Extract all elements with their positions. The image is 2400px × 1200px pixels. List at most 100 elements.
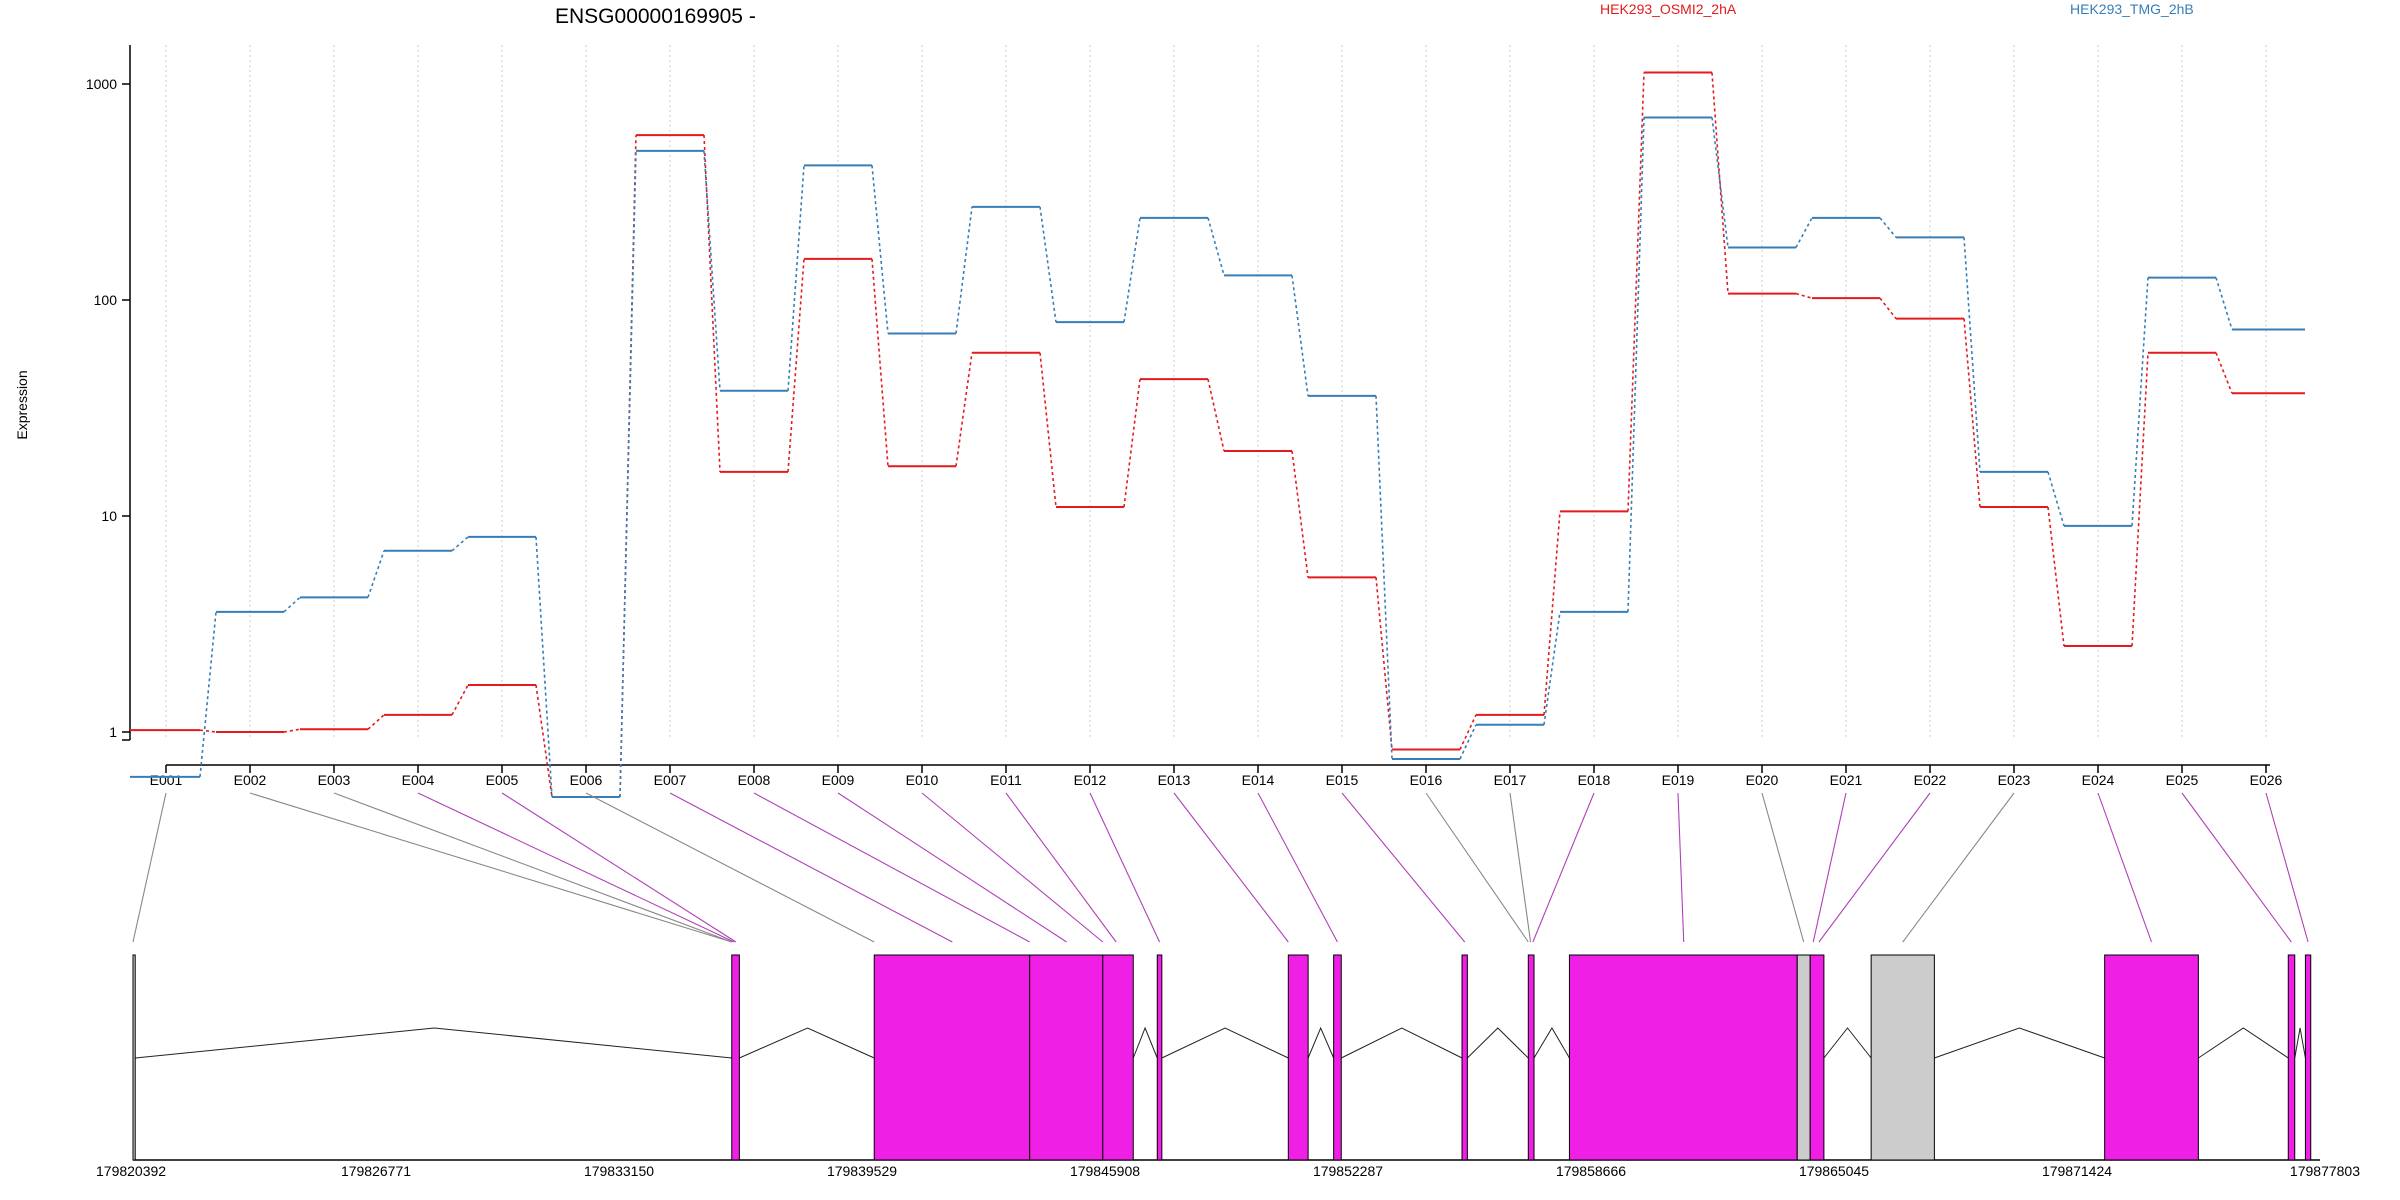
link-e018 — [1532, 792, 1595, 943]
exon-block-8 — [1333, 954, 1342, 1161]
series-1-connector-15 — [1375, 577, 1393, 750]
link-e014 — [1257, 792, 1338, 943]
link-e011 — [1005, 792, 1117, 943]
coordinate-label-3: 179833150 — [584, 1163, 654, 1179]
link-e026 — [2265, 792, 2309, 943]
exon-link-layer — [132, 792, 2309, 943]
link-e024 — [2097, 792, 2153, 943]
link-e015 — [1341, 792, 1466, 943]
series-2-connector-11 — [1039, 206, 1057, 323]
y-tick-label-1000: 1000 — [86, 76, 117, 92]
exon-block-5 — [1102, 954, 1134, 1161]
series-1-connector-24 — [2131, 352, 2149, 647]
exon-block-4 — [1029, 954, 1104, 1161]
x-tick-label-e005: E005 — [486, 772, 519, 788]
link-e005 — [501, 792, 737, 943]
axis-layer: 1 10 100 1000 E001 E002 E003 E004 E005 E006 E007 E0… — [86, 45, 2283, 788]
series-2-connector-1 — [199, 611, 217, 777]
exon-block-15 — [2104, 954, 2199, 1161]
x-tick-label-e009: E009 — [822, 772, 855, 788]
series-2-connector-4 — [451, 536, 469, 552]
link-e012 — [1089, 792, 1161, 943]
series-1-connector-5 — [535, 684, 553, 798]
link-e007 — [669, 792, 953, 943]
series-1-connector-9 — [871, 258, 889, 467]
link-e022 — [1818, 792, 1931, 943]
coordinate-label-9: 179871424 — [2042, 1163, 2112, 1179]
series-1-connector-4 — [451, 684, 469, 716]
series-2-connector-6 — [619, 150, 637, 798]
series-2-connector-5 — [535, 536, 553, 798]
exon-block-14 — [1870, 954, 1935, 1161]
link-e009 — [837, 792, 1067, 943]
intron-6 — [1341, 1027, 1463, 1059]
label-layer: ENSG00000169905 - HEK293_OSMI2_2hA HEK29… — [14, 1, 2194, 440]
intron-12 — [2294, 1027, 2306, 1059]
x-tick-label-e012: E012 — [1074, 772, 1107, 788]
x-tick-label-e008: E008 — [738, 772, 771, 788]
series-2 — [130, 116, 2305, 799]
exon-block-17 — [2304, 954, 2312, 1161]
series-1-connector-10 — [955, 352, 973, 467]
exon-block-3 — [873, 954, 1031, 1161]
y-tick-label-1: 1 — [109, 724, 117, 740]
series-2-connector-15 — [1375, 395, 1393, 760]
series-1-connector-18 — [1627, 72, 1645, 512]
series-1 — [130, 71, 2305, 799]
coordinate-label-4: 179839529 — [827, 1163, 897, 1179]
coordinate-label-1: 179820392 — [96, 1163, 166, 1179]
link-e013 — [1173, 792, 1289, 943]
link-e006 — [585, 792, 875, 943]
series-1-connector-3 — [367, 714, 385, 730]
series-2-connector-20 — [1795, 217, 1813, 248]
y-tick-label-10: 10 — [101, 508, 117, 524]
coordinate-label-6: 179852287 — [1313, 1163, 1383, 1179]
x-tick-label-e025: E025 — [2166, 772, 2199, 788]
x-tick-label-e021: E021 — [1830, 772, 1863, 788]
intron-7 — [1466, 1027, 1529, 1059]
exon-block-10 — [1527, 954, 1535, 1161]
series-2-connector-10 — [955, 206, 973, 334]
series-1-connector-17 — [1543, 511, 1561, 715]
coordinate-label-8: 179865045 — [1799, 1163, 1869, 1179]
intron-1 — [135, 1027, 732, 1059]
x-tick-label-e003: E003 — [318, 772, 351, 788]
link-e019 — [1677, 792, 1685, 943]
series-2-connector-21 — [1879, 217, 1897, 238]
coordinate-label-5: 179845908 — [1070, 1163, 1140, 1179]
coordinate-label-2: 179826771 — [341, 1163, 411, 1179]
intron-10 — [1934, 1027, 2105, 1059]
exon-block-11 — [1568, 954, 1798, 1161]
intron-5 — [1307, 1026, 1335, 1059]
link-e025 — [2181, 792, 2292, 943]
series-1-connector-21 — [1879, 297, 1897, 320]
intron-3 — [1132, 1026, 1158, 1059]
exon-block-2 — [731, 954, 740, 1161]
series-2-connector-2 — [283, 596, 301, 613]
series-1-connector-11 — [1039, 352, 1057, 508]
series-2-connector-13 — [1207, 217, 1225, 276]
series-1-connector-25 — [2215, 352, 2233, 394]
series-1-connector-7 — [703, 135, 721, 472]
intron-2 — [739, 1027, 875, 1059]
series-1-connector-2 — [283, 728, 301, 733]
series-1-connector-16 — [1459, 714, 1477, 750]
chart-title: ENSG00000169905 - — [555, 5, 756, 28]
exon-block-9 — [1461, 954, 1468, 1161]
y-tick-label-100: 100 — [94, 292, 118, 308]
x-tick-label-e015: E015 — [1326, 772, 1359, 788]
x-tick-label-e007: E007 — [654, 772, 687, 788]
link-e017 — [1509, 792, 1532, 943]
link-e023 — [1902, 792, 2015, 943]
series-2-connector-17 — [1543, 611, 1561, 725]
series-1-connector-13 — [1207, 378, 1225, 452]
grid-layer — [165, 45, 2267, 740]
x-tick-label-e016: E016 — [1410, 772, 1443, 788]
series-layer — [130, 71, 2305, 799]
link-e002 — [249, 792, 732, 943]
link-e020 — [1761, 792, 1805, 943]
exon-block-1 — [132, 954, 136, 1161]
intron-4 — [1161, 1027, 1289, 1059]
x-tick-label-e022: E022 — [1914, 772, 1947, 788]
series-1-connector-20 — [1795, 292, 1813, 299]
